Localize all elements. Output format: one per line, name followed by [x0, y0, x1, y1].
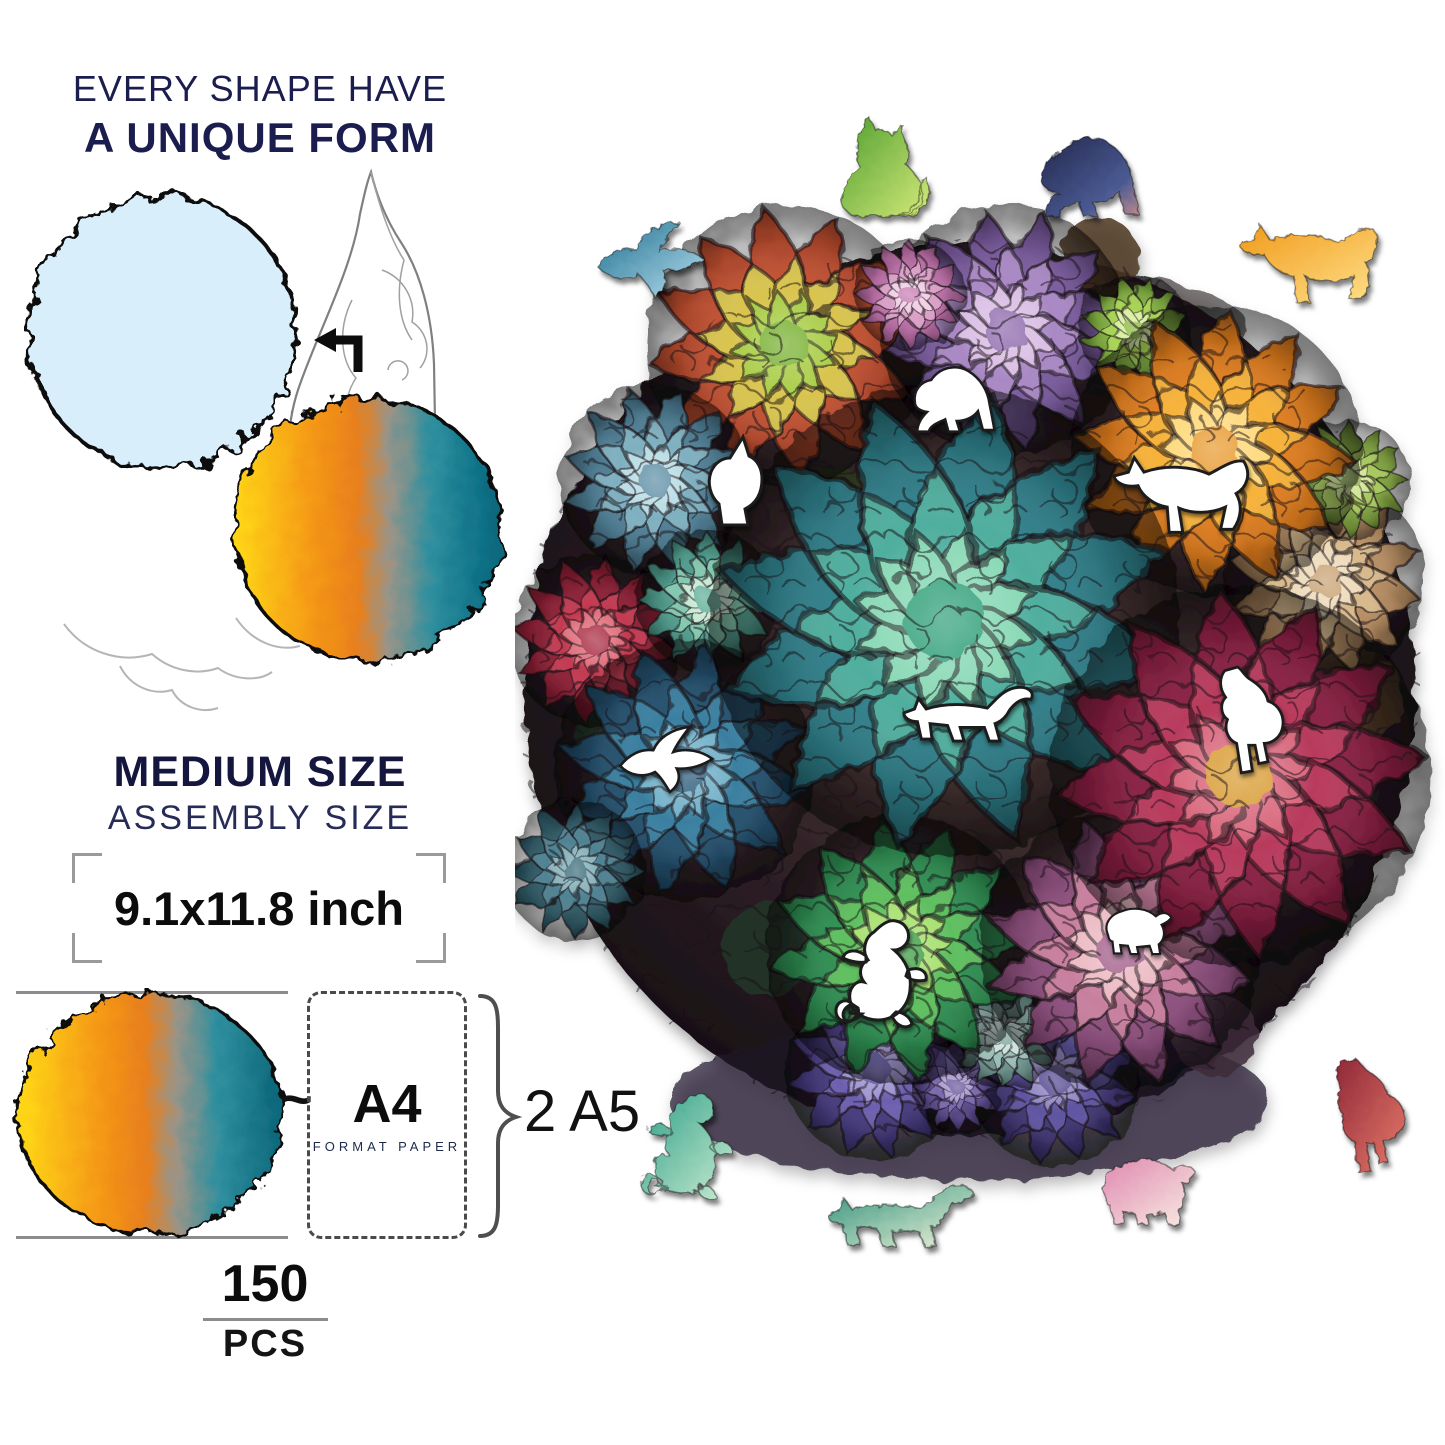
puzzle-size-blob — [16, 992, 284, 1236]
piece-count-value: 150 — [221, 1255, 309, 1313]
bracket-corner — [72, 933, 102, 963]
brace-icon — [478, 994, 523, 1238]
succulent-puzzle-graphic — [515, 115, 1445, 1248]
comparison-bottom-line — [16, 1236, 288, 1239]
size-title: MEDIUM SIZE — [113, 748, 407, 796]
arrow-icon — [314, 328, 363, 372]
a4-sublabel: FORMAT PAPER — [312, 1138, 462, 1154]
piece-count-divider — [202, 1318, 328, 1321]
fluffy-dog-piece-icon — [1102, 1159, 1197, 1226]
sitting-cat-piece-icon — [840, 115, 930, 218]
equivalent-label: 2 A5 — [524, 1079, 641, 1144]
a4-paper-box: A4 FORMAT PAPER — [307, 991, 467, 1239]
gradient-piece-blob-small — [16, 992, 284, 1236]
headline: EVERY SHAPE HAVE A UNIQUE FORM — [20, 68, 500, 162]
a4-label: A4 — [352, 1073, 422, 1134]
monkey-piece-icon — [1335, 1057, 1406, 1174]
unique-form-diagram — [26, 168, 504, 711]
dimension-value: 9.1x11.8 inch — [113, 881, 405, 935]
gorilla-piece-icon — [1040, 136, 1140, 217]
size-subtitle: ASSEMBLY SIZE — [107, 799, 413, 837]
fox-piece-icon — [1238, 224, 1378, 303]
dimension-brackets: 9.1x11.8 inch — [72, 853, 446, 963]
piece-count-unit: PCS — [222, 1323, 308, 1365]
headline-line1: EVERY SHAPE HAVE — [72, 68, 448, 109]
bracket-corner — [416, 853, 446, 883]
piece-count: 150 PCS — [180, 1254, 350, 1366]
size-section: MEDIUM SIZE ASSEMBLY SIZE — [20, 748, 500, 838]
gradient-piece-blob — [232, 397, 504, 663]
bracket-corner — [416, 933, 446, 963]
bracket-corner — [72, 853, 102, 883]
blue-piece-blob — [26, 194, 298, 470]
headline-line2: A UNIQUE FORM — [83, 114, 437, 161]
walking-cat-piece-icon — [826, 1184, 974, 1248]
assembled-puzzle — [515, 163, 1445, 1188]
